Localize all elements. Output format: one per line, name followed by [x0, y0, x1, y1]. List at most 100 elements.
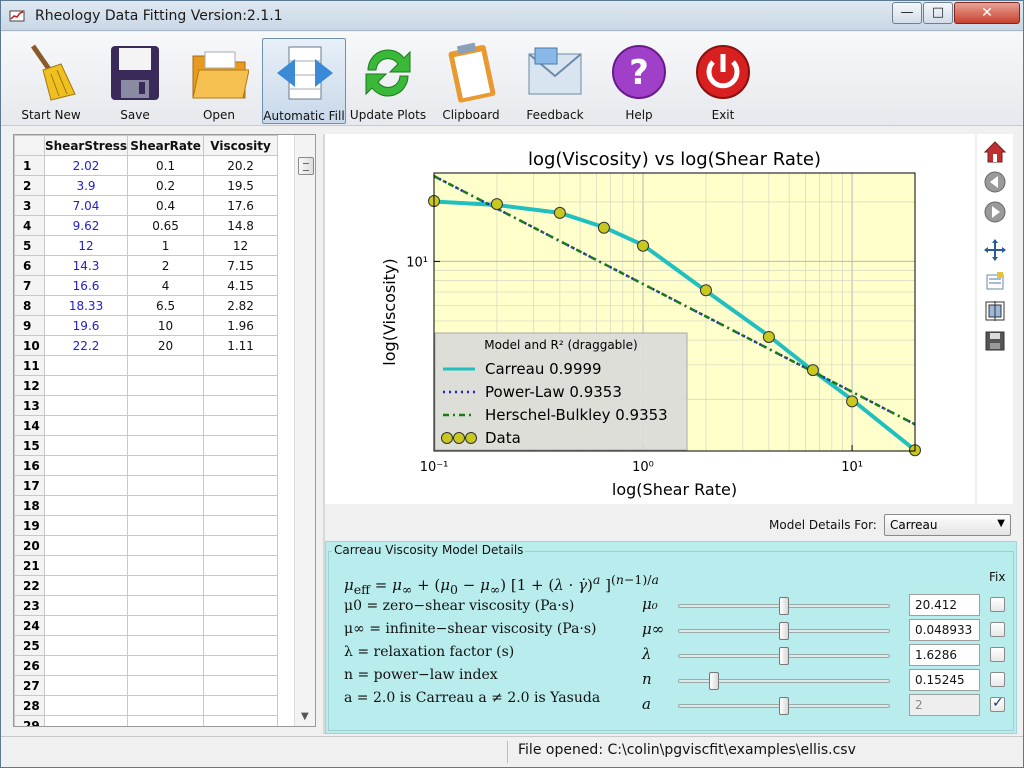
row-number[interactable]: 22: [14, 575, 45, 596]
cell-shear-stress[interactable]: [43, 355, 129, 376]
scroll-down-icon[interactable]: ▼: [301, 711, 309, 722]
row-number[interactable]: 27: [14, 675, 45, 696]
cell-shear-rate[interactable]: [127, 695, 205, 716]
column-header-viscosity[interactable]: Viscosity: [203, 135, 279, 156]
table-row[interactable]: 7 16.6 4 4.15: [14, 275, 279, 296]
table-row[interactable]: 12: [14, 375, 279, 396]
table-scrollbar[interactable]: ▼: [294, 135, 315, 726]
row-number[interactable]: 16: [14, 455, 45, 476]
table-row[interactable]: 24: [14, 615, 279, 636]
cell-shear-stress[interactable]: 3.9: [43, 175, 129, 196]
row-number[interactable]: 13: [14, 395, 45, 416]
slider-knob[interactable]: [709, 672, 719, 690]
subplots-icon[interactable]: [983, 299, 1007, 323]
row-number[interactable]: 26: [14, 655, 45, 676]
cell-viscosity[interactable]: [203, 615, 279, 636]
cell-shear-rate[interactable]: 4: [127, 275, 205, 296]
row-number[interactable]: 14: [14, 415, 45, 436]
table-row[interactable]: 9 19.6 10 1.96: [14, 315, 279, 336]
fix-checkbox-a[interactable]: [990, 695, 1005, 712]
cell-shear-rate[interactable]: 1: [127, 235, 205, 256]
cell-viscosity[interactable]: [203, 535, 279, 556]
slider-knob[interactable]: [779, 622, 789, 640]
table-row[interactable]: 17: [14, 475, 279, 496]
cell-shear-stress[interactable]: 12: [43, 235, 129, 256]
table-row[interactable]: 1 2.02 0.1 20.2: [14, 155, 279, 176]
table-row[interactable]: 8 18.33 6.5 2.82: [14, 295, 279, 316]
cell-shear-stress[interactable]: [43, 495, 129, 516]
cell-shear-rate[interactable]: 10: [127, 315, 205, 336]
row-number[interactable]: 8: [14, 295, 45, 316]
cell-shear-rate[interactable]: [127, 595, 205, 616]
data-point[interactable]: [699, 284, 712, 297]
cell-shear-rate[interactable]: [127, 615, 205, 636]
cell-viscosity[interactable]: 4.15: [203, 275, 279, 296]
viscosity-chart[interactable]: 10⁻¹ 10⁰ 10¹ 10¹ log(Viscosity) vs log(Shear…: [325, 134, 975, 504]
table-row[interactable]: 18: [14, 495, 279, 516]
cell-shear-stress[interactable]: [43, 535, 129, 556]
cell-shear-stress[interactable]: [43, 455, 129, 476]
cell-shear-stress[interactable]: [43, 675, 129, 696]
cell-shear-rate[interactable]: [127, 495, 205, 516]
table-row[interactable]: 14: [14, 415, 279, 436]
table-row[interactable]: 22: [14, 575, 279, 596]
param-input-mu-inf[interactable]: [909, 619, 980, 641]
column-header-shear-rate[interactable]: ShearRate: [127, 135, 205, 156]
cell-viscosity[interactable]: [203, 475, 279, 496]
home-icon[interactable]: [983, 140, 1007, 164]
cell-shear-rate[interactable]: [127, 575, 205, 596]
cell-shear-stress[interactable]: 19.6: [43, 315, 129, 336]
cell-shear-rate[interactable]: 0.4: [127, 195, 205, 216]
cell-shear-rate[interactable]: [127, 535, 205, 556]
row-number[interactable]: 17: [14, 475, 45, 496]
param-input-mu0[interactable]: [909, 594, 980, 616]
corner-header[interactable]: [14, 135, 45, 156]
forward-icon[interactable]: [983, 200, 1007, 224]
cell-viscosity[interactable]: [203, 575, 279, 596]
data-point[interactable]: [806, 364, 819, 377]
cell-shear-stress[interactable]: 7.04: [43, 195, 129, 216]
update-plots-button[interactable]: Update Plots: [346, 38, 430, 124]
fix-checkbox-mu-inf[interactable]: [990, 622, 1005, 637]
cell-shear-rate[interactable]: [127, 635, 205, 656]
help-button[interactable]: ? Help: [597, 38, 681, 124]
cell-viscosity[interactable]: 20.2: [203, 155, 279, 176]
cell-shear-stress[interactable]: 2.02: [43, 155, 129, 176]
row-number[interactable]: 10: [14, 335, 45, 356]
chart-legend[interactable]: [434, 332, 688, 451]
param-input-n[interactable]: [909, 669, 980, 691]
table-row[interactable]: 5 12 1 12: [14, 235, 279, 256]
cell-viscosity[interactable]: 17.6: [203, 195, 279, 216]
cell-shear-rate[interactable]: [127, 375, 205, 396]
row-number[interactable]: 1: [14, 155, 45, 176]
cell-shear-rate[interactable]: 0.1: [127, 155, 205, 176]
table-row[interactable]: 10 22.2 20 1.11: [14, 335, 279, 356]
cell-shear-rate[interactable]: [127, 475, 205, 496]
cell-viscosity[interactable]: [203, 595, 279, 616]
row-number[interactable]: 12: [14, 375, 45, 396]
cell-shear-rate[interactable]: [127, 555, 205, 576]
param-slider-lambda[interactable]: [678, 647, 890, 665]
close-button[interactable]: ✕: [954, 2, 1020, 24]
cell-shear-stress[interactable]: [43, 415, 129, 436]
cell-shear-stress[interactable]: [43, 575, 129, 596]
data-point[interactable]: [490, 198, 503, 211]
param-input-a[interactable]: [909, 694, 980, 716]
slider-knob[interactable]: [779, 697, 789, 715]
cell-viscosity[interactable]: 12: [203, 235, 279, 256]
row-number[interactable]: 28: [14, 695, 45, 716]
cell-shear-rate[interactable]: [127, 415, 205, 436]
cell-viscosity[interactable]: [203, 555, 279, 576]
table-row[interactable]: 25: [14, 635, 279, 656]
cell-viscosity[interactable]: [203, 415, 279, 436]
model-select[interactable]: Carreau ▼: [884, 514, 1011, 536]
table-row[interactable]: 11: [14, 355, 279, 376]
cell-viscosity[interactable]: [203, 715, 279, 726]
table-row[interactable]: 15: [14, 435, 279, 456]
cell-shear-rate[interactable]: [127, 675, 205, 696]
feedback-button[interactable]: Feedback: [513, 38, 597, 124]
cell-shear-stress[interactable]: [43, 655, 129, 676]
cell-shear-rate[interactable]: [127, 655, 205, 676]
row-number[interactable]: 29: [14, 715, 45, 726]
data-point[interactable]: [846, 395, 859, 408]
